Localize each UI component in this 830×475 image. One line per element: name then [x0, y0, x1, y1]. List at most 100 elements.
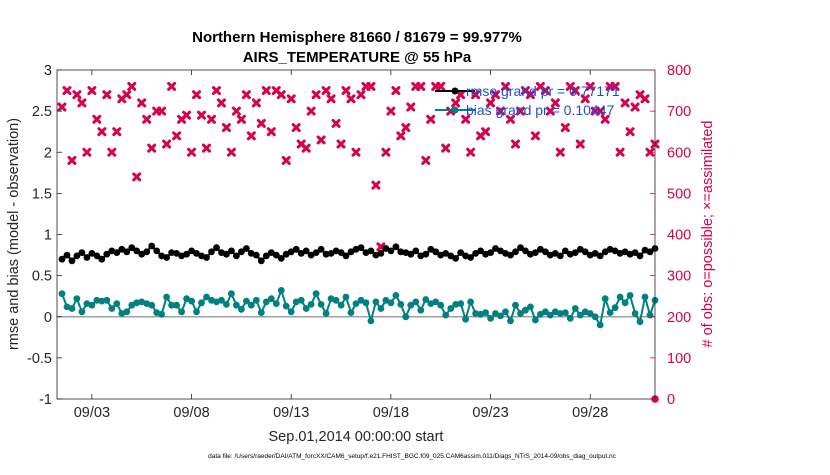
obs-assimilated-marker [122, 90, 132, 100]
y-left-tick-label: 2 [44, 145, 52, 161]
obs-assimilated-marker [291, 123, 301, 133]
bias-series-layer [58, 287, 659, 329]
rmse-series-point [337, 249, 345, 256]
rmse-series-point [407, 250, 415, 258]
rmse-series-point [477, 247, 484, 255]
rmse-series-point [452, 255, 460, 262]
bias-series-point [432, 298, 440, 306]
obs-assimilated-marker [550, 98, 560, 108]
obs-assimilated-marker [326, 94, 336, 104]
bias-series-point [228, 290, 235, 298]
obs-assimilated-marker [610, 81, 620, 91]
y-right-tick-label: 0 [667, 392, 675, 408]
x-tick-label: 09/18 [373, 405, 409, 421]
bias-series-point [591, 313, 599, 321]
x-tick-label: 09/23 [472, 405, 508, 421]
obs-assimilated-marker [505, 114, 515, 124]
bias-series-point [611, 304, 619, 312]
y-right-tick-label: 700 [667, 104, 691, 120]
rmse-series-point [367, 247, 375, 255]
obs-assimilated-marker [456, 90, 466, 100]
obs-assimilated-marker [401, 123, 411, 133]
rmse-series-point [68, 257, 76, 265]
bias-series-point [277, 287, 285, 294]
obs-assimilated-marker [142, 114, 152, 124]
obs-assimilated-marker [421, 155, 431, 165]
bias-series-point [103, 296, 111, 304]
bias-series-point [188, 297, 196, 305]
obs-assimilated-marker [441, 143, 451, 153]
bias-series-point [233, 301, 240, 309]
obs-assimilated-marker [77, 98, 87, 108]
bias-series-point [88, 301, 96, 309]
bias-series-point [78, 308, 86, 316]
rmse-series-point [467, 254, 474, 261]
obs-assimilated-marker [501, 81, 510, 91]
bias-series-point [487, 315, 494, 322]
obs-assimilated-marker [72, 90, 82, 100]
obs-assimilated-marker [466, 147, 476, 157]
rmse-series-point [183, 250, 191, 258]
x-axis-label: Sep.01,2014 00:00:00 start [269, 429, 444, 445]
obs-assimilated-marker [221, 123, 231, 133]
obs-assimilated-marker [496, 106, 506, 116]
obs-assimilated-marker [206, 114, 216, 124]
y-right-tick-label: 300 [667, 269, 691, 285]
bias-series-point [417, 306, 425, 314]
obs-assimilated-marker [386, 106, 396, 116]
rmse-series-point [98, 255, 106, 263]
bias-series-point [422, 296, 430, 303]
obs-assimilated-marker [575, 139, 585, 149]
rmse-series-point [262, 252, 270, 260]
bias-series-point [123, 308, 131, 316]
rmse-series-point [128, 244, 136, 252]
obs-assimilated-marker [391, 86, 401, 96]
bias-series-point [517, 310, 524, 317]
bias-series-point [457, 300, 465, 307]
bias-series-point [437, 301, 445, 309]
bias-series-point [158, 310, 166, 318]
bias-series-point [262, 298, 270, 306]
rmse-series-point [312, 249, 320, 256]
bias-series-point [596, 321, 604, 329]
rmse-series-point [243, 245, 250, 252]
bias-series-point [297, 296, 305, 304]
rmse-series-point [487, 249, 494, 256]
rmse-series-point [581, 248, 589, 256]
obs-assimilated-marker [226, 147, 236, 157]
chart-title: Northern Hemisphere 81660 / 81679 = 99.9… [192, 29, 522, 46]
bias-series-point [163, 293, 171, 301]
bias-series-point [243, 297, 250, 305]
bias-series-point [322, 310, 330, 317]
bias-series-point [507, 317, 514, 325]
bias-series-point [402, 313, 410, 321]
bias-series-point [447, 305, 455, 312]
obs-assimilated-marker [112, 127, 122, 137]
bias-series-point [576, 311, 584, 319]
bias-series-point [462, 315, 469, 323]
rmse-series-point [432, 248, 440, 256]
y-axis-right-label: # of obs: o=possible; ×=assimilated [700, 121, 716, 348]
obs-assimilated-marker [167, 81, 177, 91]
obs-assimilated-marker [595, 106, 605, 116]
bias-series-point [512, 301, 519, 309]
rmse-series-point [412, 247, 420, 255]
obs-assimilated-marker [102, 90, 112, 100]
rmse-series-point [377, 250, 385, 257]
obs-assimilated-marker [57, 102, 67, 112]
bias-series-point [452, 301, 460, 308]
obs-assimilated-marker [306, 106, 316, 116]
rmse-series-point [596, 252, 604, 260]
y-right-tick-label: 200 [667, 310, 691, 326]
obs-assimilated-marker [211, 86, 221, 96]
x-tick-label: 09/08 [173, 405, 209, 421]
obs-assimilated-marker [540, 86, 550, 96]
rmse-series-point [78, 249, 86, 256]
bias-series-point [546, 311, 554, 319]
bias-series-point [337, 301, 345, 309]
plot-area [57, 70, 655, 399]
rmse-series-point [292, 245, 300, 253]
bias-series-point [73, 295, 81, 303]
bias-series-point [238, 305, 245, 313]
